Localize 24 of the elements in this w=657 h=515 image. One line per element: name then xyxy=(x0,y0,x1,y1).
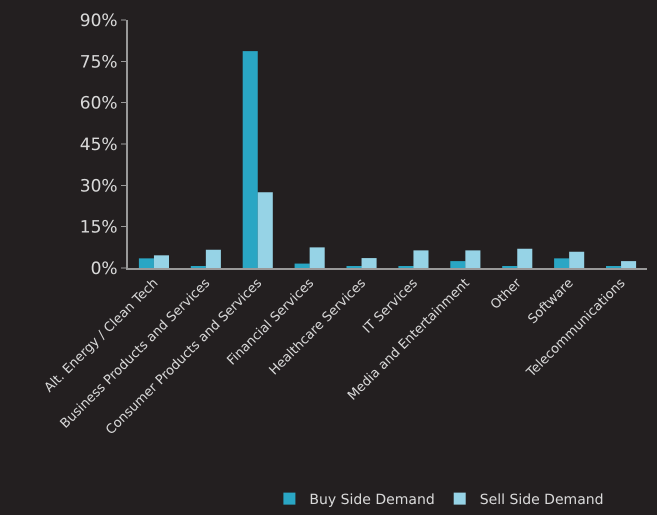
legend-label: Sell Side Demand xyxy=(480,492,604,508)
legend-label: Buy Side Demand xyxy=(309,492,435,508)
bar xyxy=(242,51,258,268)
bar xyxy=(413,250,428,268)
bar xyxy=(362,258,377,268)
bar xyxy=(621,261,636,268)
y-tick-label: 90% xyxy=(80,10,118,31)
bar xyxy=(154,255,169,268)
bar xyxy=(206,250,221,268)
bar xyxy=(450,261,466,268)
bar xyxy=(294,264,310,268)
bar xyxy=(138,258,154,268)
bar xyxy=(465,250,480,268)
y-tick-label: 75% xyxy=(80,52,118,72)
y-tick-label: 60% xyxy=(80,94,118,114)
y-tick-label: 45% xyxy=(80,134,118,155)
bar xyxy=(310,247,325,268)
y-tick-label: 0% xyxy=(90,258,118,279)
bar xyxy=(517,248,532,268)
y-tick-label: 15% xyxy=(80,218,118,238)
bar xyxy=(569,252,584,268)
bar xyxy=(258,192,273,268)
y-tick-label: 30% xyxy=(80,176,118,196)
bar xyxy=(554,258,570,268)
